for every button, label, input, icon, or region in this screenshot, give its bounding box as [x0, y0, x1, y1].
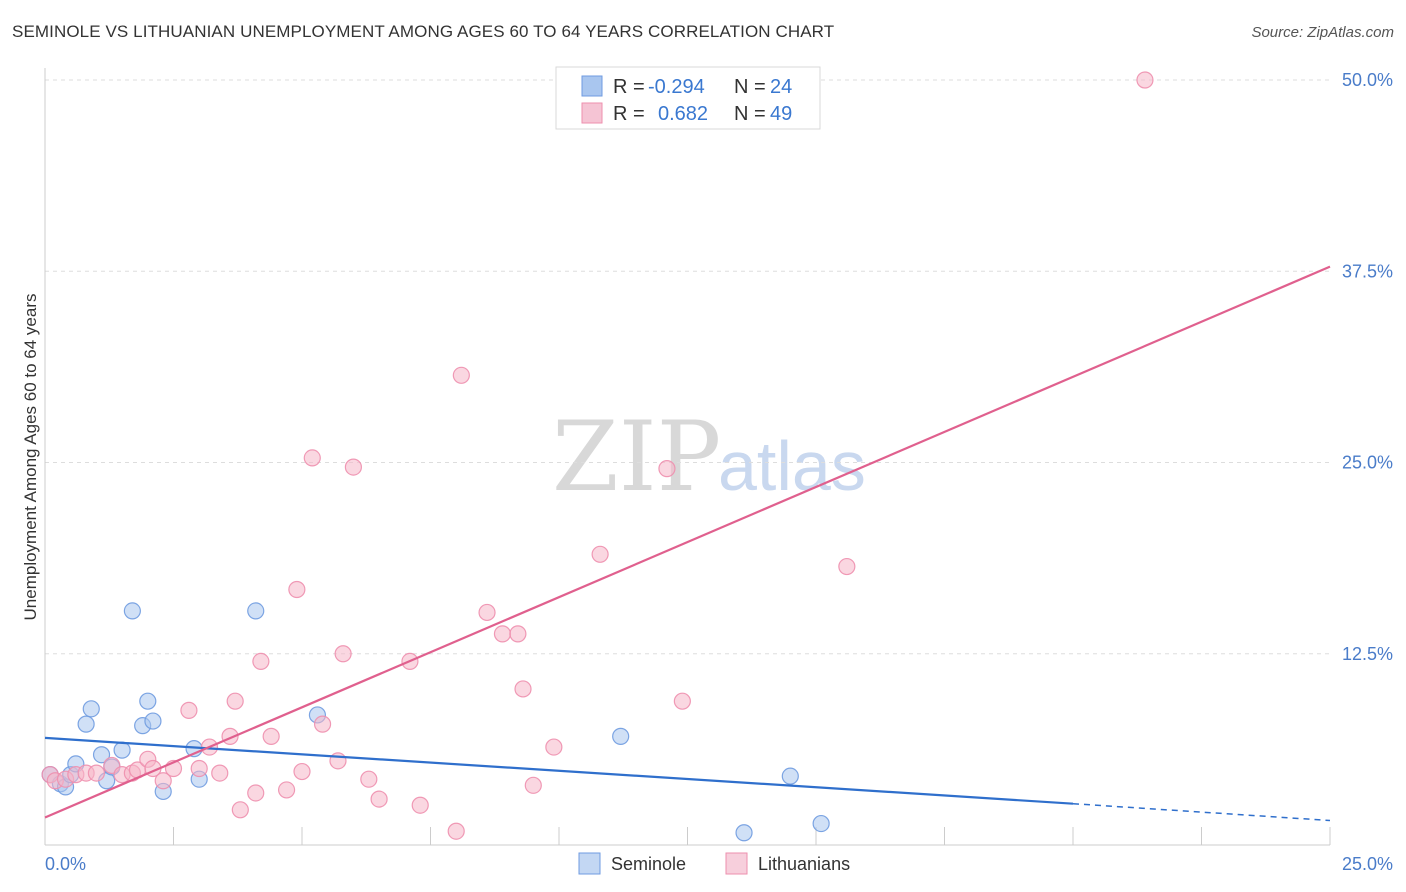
watermark-atlas: atlas [718, 427, 866, 505]
trend-line-seminole [44, 736, 1074, 805]
point-lithuanians [277, 781, 296, 799]
bottom-legend-swatch-seminole [578, 852, 601, 875]
legend-r-label-seminole: R = [613, 76, 645, 98]
point-lithuanians [360, 770, 378, 788]
point-lithuanians [658, 460, 676, 478]
point-seminole [735, 824, 753, 842]
gridlines [45, 79, 1330, 655]
point-lithuanians [493, 625, 512, 643]
legend-r-value-lithuanians: 0.682 [658, 103, 708, 125]
point-lithuanians [211, 764, 229, 782]
y-tick-label: 25.0% [1342, 453, 1393, 473]
point-lithuanians [1136, 71, 1154, 89]
legend-r-label-lithuanians: R = [613, 103, 645, 125]
point-lithuanians [252, 652, 270, 671]
series-legend: Seminole Lithuanians [578, 852, 850, 875]
point-lithuanians [478, 603, 496, 622]
point-lithuanians [313, 715, 332, 733]
legend-n-label-lithuanians: N = [734, 103, 766, 125]
source-credit: Source: ZipAtlas.com [1251, 24, 1394, 41]
point-lithuanians [344, 458, 362, 476]
point-seminole [123, 602, 141, 620]
legend-swatch-seminole [581, 75, 603, 97]
point-seminole [247, 602, 265, 620]
trend-lines [44, 265, 1331, 822]
point-lithuanians [226, 692, 244, 710]
point-seminole [781, 767, 799, 785]
x-tick-label-max: 25.0% [1342, 854, 1393, 874]
point-lithuanians [673, 692, 691, 710]
point-seminole [139, 692, 157, 710]
axes [44, 68, 1331, 846]
legend-r-value-seminole: -0.294 [648, 76, 705, 98]
bottom-legend-label-lithuanians: Lithuanians [758, 854, 850, 874]
bottom-legend-swatch-lithuanians [725, 852, 748, 875]
point-lithuanians [447, 822, 465, 840]
point-lithuanians [247, 784, 265, 802]
point-lithuanians [838, 557, 856, 576]
point-lithuanians [370, 790, 388, 808]
point-lithuanians [452, 366, 470, 384]
legend-n-label-seminole: N = [734, 76, 766, 98]
point-seminole [812, 814, 830, 833]
point-lithuanians [514, 680, 532, 698]
point-lithuanians [288, 580, 306, 599]
point-seminole [92, 746, 111, 764]
point-seminole [144, 712, 162, 730]
point-lithuanians [231, 801, 249, 819]
x-tick-labels: 0.0% 25.0% [45, 854, 1393, 874]
trend-line-lithuanians [44, 265, 1331, 819]
y-tick-label: 37.5% [1342, 261, 1393, 281]
point-seminole [113, 741, 131, 759]
point-lithuanians [509, 625, 527, 643]
point-lithuanians [87, 764, 106, 782]
chart-title: SEMINOLE VS LITHUANIAN UNEMPLOYMENT AMON… [12, 22, 835, 41]
trend-line-extension-seminole [1072, 802, 1331, 822]
point-lithuanians [545, 738, 563, 756]
point-lithuanians [180, 701, 198, 719]
bottom-legend-label-seminole: Seminole [611, 854, 686, 874]
point-lithuanians [262, 727, 280, 745]
y-tick-label: 50.0% [1342, 70, 1393, 90]
point-lithuanians [303, 449, 321, 467]
point-lithuanians [411, 796, 429, 814]
point-lithuanians [154, 772, 172, 790]
legend-swatch-lithuanians [581, 102, 603, 124]
legend-n-value-seminole: 24 [770, 76, 792, 98]
point-lithuanians [524, 776, 542, 794]
point-seminole [82, 700, 100, 718]
point-lithuanians [334, 645, 352, 663]
x-tick-label-min: 0.0% [45, 854, 86, 874]
y-axis-label: Unemployment Among Ages 60 to 64 years [21, 294, 40, 621]
point-lithuanians [293, 762, 311, 781]
y-tick-labels: 12.5% 25.0% 37.5% 50.0% [1342, 70, 1393, 664]
legend-n-value-lithuanians: 49 [770, 103, 792, 125]
correlation-legend: R = -0.294 N = 24 R = 0.682 N = 49 [555, 66, 821, 130]
y-tick-label: 12.5% [1342, 644, 1393, 664]
point-seminole [612, 727, 630, 745]
point-lithuanians [591, 545, 609, 563]
point-lithuanians [190, 759, 208, 778]
watermark-zip: ZIP [552, 401, 721, 513]
point-seminole [77, 715, 95, 733]
